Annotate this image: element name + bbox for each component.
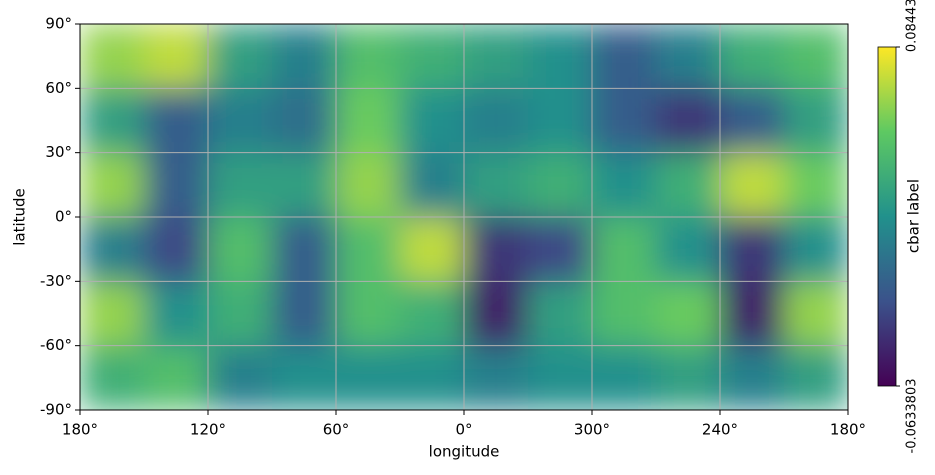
map-cell [336,24,401,89]
map-cell [592,24,657,89]
map-cell [400,345,465,410]
y-axis-label: latitude [11,188,29,246]
map-cell [464,152,529,218]
map-cell [208,152,273,218]
map-cell [272,217,337,282]
map-cell [784,88,848,154]
map-cell [208,88,273,154]
map-cell [592,281,657,347]
map-cell [592,345,657,410]
map-cell [656,24,721,89]
map-cell [400,152,465,218]
map-cell [80,281,145,347]
x-axis-label: longitude [429,443,500,461]
map-cell [144,281,209,347]
x-tick-label: 0° [455,421,472,439]
map-cell [656,152,721,218]
map-cell [464,24,529,89]
map-cell [720,24,785,89]
map-cell [208,217,273,282]
map-cell [528,281,593,347]
map-cell [656,281,721,347]
map-cell [80,345,145,410]
map-cell [80,217,145,282]
y-tick-label: 0° [55,208,72,226]
map-cell [272,88,337,154]
map-cell [272,345,337,410]
map-cell [272,152,337,218]
map-cell [784,281,848,347]
map-cell [720,281,785,347]
map-cell [528,88,593,154]
map-cells [80,24,848,410]
map-cell [400,24,465,89]
map-cell [336,152,401,218]
map-cell [528,24,593,89]
map-cell [528,152,593,218]
map-cell [528,217,593,282]
colorbar-tick-label: 0.0844328 [905,0,920,52]
map-cell [720,345,785,410]
map-cell [336,88,401,154]
map [80,24,848,410]
map-cell [336,345,401,410]
map-cell [144,217,209,282]
map-cell [592,88,657,154]
map-cell [336,217,401,282]
map-cell [400,217,465,282]
x-tick-label: 300° [574,421,610,439]
y-tick-label: -60° [40,336,72,354]
map-cell [80,152,145,218]
y-tick-label: -30° [40,272,72,290]
map-cell [400,88,465,154]
map-cell [272,24,337,89]
map-cell [80,88,145,154]
x-tick-label: 60° [323,421,350,439]
y-tick-label: -90° [40,401,72,419]
map-cell [208,281,273,347]
x-tick-label: 180° [830,421,866,439]
map-cell [592,217,657,282]
map-cell [656,217,721,282]
map-cell [272,281,337,347]
map-cell [208,24,273,89]
map-cell [528,345,593,410]
map-cell [400,281,465,347]
map-cell [464,281,529,347]
map-cell [720,217,785,282]
map-cell [656,345,721,410]
map-cell [656,88,721,154]
map-cell [336,281,401,347]
map-cell [592,152,657,218]
map-cell [784,217,848,282]
x-tick-label: 180° [62,421,98,439]
map-cell [784,345,848,410]
map-cell [720,88,785,154]
map-cell [144,24,209,89]
colorbar-label: cbar label [905,179,923,253]
map-cell [464,88,529,154]
y-tick-label: 90° [45,15,72,33]
map-cell [80,24,145,89]
map-cell [464,345,529,410]
map-cell [464,217,529,282]
map-cell [784,152,848,218]
map-cell [784,24,848,89]
map-cell [208,345,273,410]
map-cell [144,345,209,410]
colorbar-tick-label: -0.0633803 [905,379,920,454]
map-cell [144,88,209,154]
map-cell [720,152,785,218]
y-tick-label: 60° [45,79,72,97]
x-tick-label: 240° [702,421,738,439]
y-tick-label: 30° [45,143,72,161]
x-tick-label: 120° [190,421,226,439]
colorbar [877,46,897,387]
map-cell [144,152,209,218]
